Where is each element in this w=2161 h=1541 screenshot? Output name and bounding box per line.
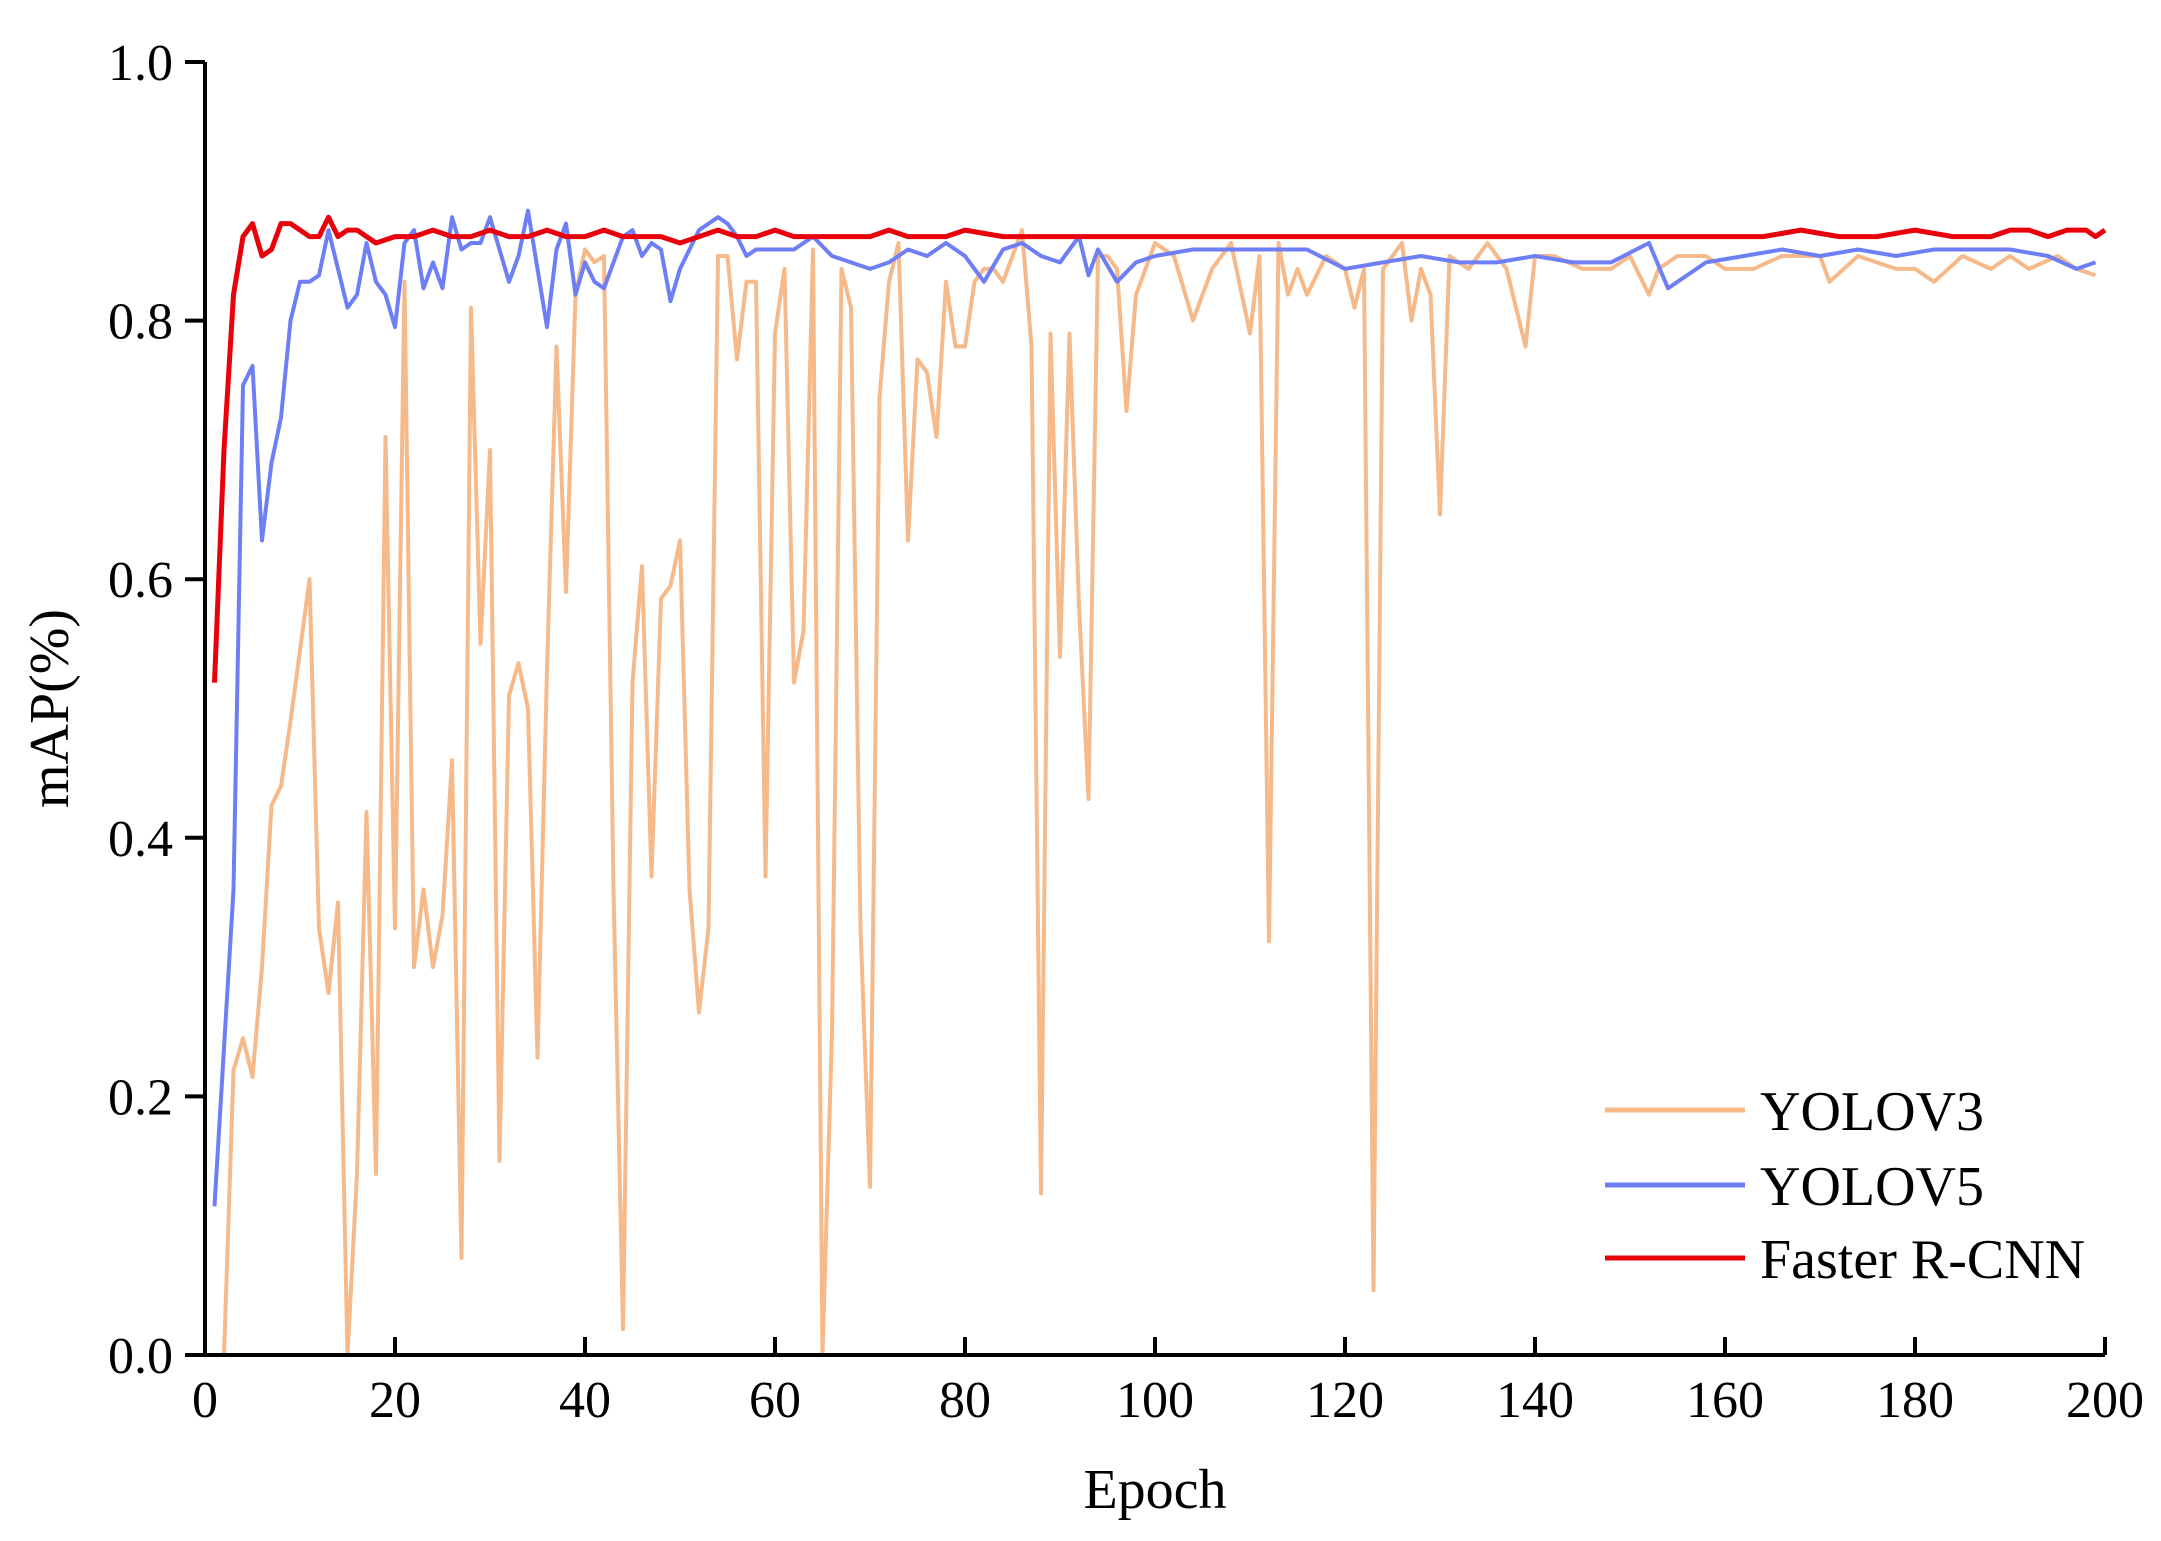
y-ticks: 0.0 0.2 0.4 0.6 0.8 1.0 [108, 35, 205, 1385]
x-tick-label: 100 [1116, 1372, 1194, 1429]
y-axis-title: mAP(%) [19, 609, 81, 808]
y-tick-label: 0.2 [108, 1069, 173, 1126]
x-tick-label: 200 [2066, 1372, 2144, 1429]
y-tick-label: 0.4 [108, 811, 173, 868]
series-line-yolov3 [214, 228, 2097, 1357]
x-ticks: 0 20 40 60 80 100 120 140 160 180 200 [192, 1337, 2144, 1429]
legend: YOLOV3 YOLOV5 Faster R-CNN [1605, 1081, 2085, 1291]
legend-label: Faster R-CNN [1760, 1229, 2085, 1291]
legend-label: YOLOV3 [1760, 1081, 1984, 1143]
x-tick-label: 120 [1306, 1372, 1384, 1429]
series-line-yolov5 [212, 208, 2097, 1207]
x-tick-label: 0 [192, 1372, 218, 1429]
y-tick-label: 0.8 [108, 294, 173, 351]
x-tick-label: 60 [749, 1372, 801, 1429]
x-tick-label: 160 [1686, 1372, 1764, 1429]
x-tick-label: 20 [369, 1372, 421, 1429]
series-line-faster-r-cnn [212, 214, 2107, 683]
y-tick-label: 1.0 [108, 35, 173, 92]
x-axis-title: Epoch [1083, 1459, 1226, 1521]
x-tick-label: 140 [1496, 1372, 1574, 1429]
legend-label: YOLOV5 [1760, 1156, 1984, 1218]
y-tick-label: 0.0 [108, 1328, 173, 1385]
x-tick-label: 80 [939, 1372, 991, 1429]
x-tick-label: 40 [559, 1372, 611, 1429]
y-tick-label: 0.6 [108, 552, 173, 609]
plot-lines [212, 208, 2107, 1357]
x-tick-label: 180 [1876, 1372, 1954, 1429]
